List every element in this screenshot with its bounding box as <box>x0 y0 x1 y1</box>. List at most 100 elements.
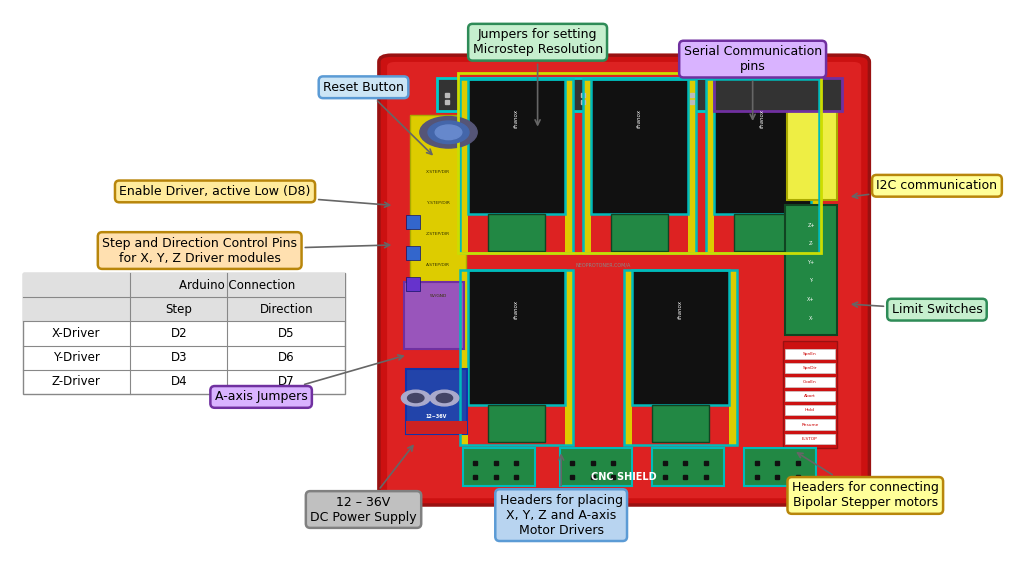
FancyBboxPatch shape <box>468 270 565 405</box>
FancyBboxPatch shape <box>404 282 464 349</box>
Text: D4: D4 <box>170 376 187 388</box>
Text: I2C communication: I2C communication <box>852 179 997 198</box>
FancyBboxPatch shape <box>23 273 345 394</box>
Text: E-STOP: E-STOP <box>802 436 818 441</box>
Text: thanox: thanox <box>760 109 765 128</box>
FancyBboxPatch shape <box>406 277 420 291</box>
Text: CNC SHIELD: CNC SHIELD <box>591 472 657 482</box>
Circle shape <box>430 390 459 406</box>
Circle shape <box>428 121 469 144</box>
FancyBboxPatch shape <box>714 79 811 214</box>
Text: Hold: Hold <box>805 407 815 412</box>
FancyBboxPatch shape <box>785 377 835 387</box>
Text: Direction: Direction <box>259 303 313 316</box>
FancyBboxPatch shape <box>611 214 668 251</box>
Text: X+: X+ <box>807 297 815 302</box>
FancyBboxPatch shape <box>783 341 837 448</box>
Text: SpnDir: SpnDir <box>803 366 817 370</box>
FancyBboxPatch shape <box>785 419 835 430</box>
Text: 12~36V: 12~36V <box>426 414 446 419</box>
Text: 12 – 36V
DC Power Supply: 12 – 36V DC Power Supply <box>310 446 417 524</box>
Circle shape <box>408 394 424 403</box>
FancyBboxPatch shape <box>785 205 837 335</box>
Text: Z.STEP/DIR: Z.STEP/DIR <box>426 231 451 236</box>
FancyBboxPatch shape <box>652 405 709 442</box>
Text: 5V/GND: 5V/GND <box>430 293 446 298</box>
FancyBboxPatch shape <box>785 391 835 401</box>
FancyBboxPatch shape <box>624 270 632 445</box>
Text: Z-: Z- <box>809 242 813 246</box>
FancyBboxPatch shape <box>460 270 468 445</box>
Text: thanox: thanox <box>514 109 519 128</box>
Text: Y-Driver: Y-Driver <box>53 351 99 364</box>
FancyBboxPatch shape <box>565 270 573 445</box>
Text: SpnEn: SpnEn <box>803 351 817 355</box>
Text: A-axis Jumpers: A-axis Jumpers <box>215 355 403 404</box>
Text: D5: D5 <box>278 327 295 340</box>
Text: Abort: Abort <box>804 393 816 397</box>
Circle shape <box>420 117 477 148</box>
Text: D3: D3 <box>170 351 187 364</box>
FancyBboxPatch shape <box>406 369 467 434</box>
Text: Headers for connecting
Bipolar Stepper motors: Headers for connecting Bipolar Stepper m… <box>792 453 939 510</box>
Text: Jumpers for setting
Microstep Resolution: Jumpers for setting Microstep Resolution <box>472 28 603 125</box>
FancyBboxPatch shape <box>706 79 714 253</box>
Text: SpnDir: SpnDir <box>803 365 817 369</box>
FancyBboxPatch shape <box>406 246 420 260</box>
FancyBboxPatch shape <box>785 363 835 373</box>
FancyBboxPatch shape <box>714 78 842 111</box>
FancyBboxPatch shape <box>560 448 632 486</box>
FancyBboxPatch shape <box>565 79 573 253</box>
Text: NEOPROTONER.COM/A: NEOPROTONER.COM/A <box>575 262 632 267</box>
Text: X.STEP/DIR: X.STEP/DIR <box>426 169 451 174</box>
Text: Resume: Resume <box>802 421 818 426</box>
FancyBboxPatch shape <box>406 215 420 229</box>
Text: Z-Driver: Z-Driver <box>52 376 100 388</box>
FancyBboxPatch shape <box>785 349 835 359</box>
Text: Step: Step <box>165 303 193 316</box>
Text: Y.STEP/DIR: Y.STEP/DIR <box>427 200 450 205</box>
FancyBboxPatch shape <box>488 214 545 251</box>
FancyBboxPatch shape <box>410 115 466 329</box>
FancyBboxPatch shape <box>488 405 545 442</box>
Text: thanox: thanox <box>637 109 642 128</box>
FancyBboxPatch shape <box>811 79 819 253</box>
Text: D2: D2 <box>170 327 187 340</box>
Text: thanox: thanox <box>514 300 519 319</box>
FancyBboxPatch shape <box>652 448 724 486</box>
Text: Y+: Y+ <box>808 260 814 265</box>
FancyBboxPatch shape <box>463 448 535 486</box>
FancyBboxPatch shape <box>591 79 688 214</box>
FancyBboxPatch shape <box>406 421 467 434</box>
Text: EN/GND: EN/GND <box>430 138 446 143</box>
Text: Step and Direction Control Pins
for X, Y, Z Driver modules: Step and Direction Control Pins for X, Y… <box>102 236 389 265</box>
Text: X-: X- <box>809 316 813 320</box>
Text: E-STOP: E-STOP <box>802 435 818 440</box>
FancyBboxPatch shape <box>387 62 861 498</box>
Circle shape <box>435 125 462 140</box>
Text: CooEn: CooEn <box>803 379 817 383</box>
Text: Reset Button: Reset Button <box>324 81 432 154</box>
Text: Z+: Z+ <box>807 223 815 227</box>
Text: A.STEP/DIR: A.STEP/DIR <box>426 262 451 267</box>
Text: Limit Switches: Limit Switches <box>853 302 982 316</box>
Circle shape <box>436 394 453 403</box>
Text: X-Driver: X-Driver <box>52 327 100 340</box>
Text: Headers for placing
X, Y, Z and A-axis
Motor Drivers: Headers for placing X, Y, Z and A-axis M… <box>500 455 623 537</box>
FancyBboxPatch shape <box>583 79 591 253</box>
FancyBboxPatch shape <box>437 78 811 111</box>
Text: CooEn: CooEn <box>803 380 817 385</box>
Text: D7: D7 <box>278 376 295 388</box>
Text: Arduino Connection: Arduino Connection <box>179 279 296 292</box>
FancyBboxPatch shape <box>744 448 816 486</box>
FancyBboxPatch shape <box>785 405 835 415</box>
FancyBboxPatch shape <box>785 434 835 444</box>
FancyBboxPatch shape <box>460 79 468 253</box>
FancyBboxPatch shape <box>688 79 696 253</box>
Text: Abort: Abort <box>804 394 816 399</box>
Text: SpnEn: SpnEn <box>803 352 817 356</box>
Text: Serial Communication
pins: Serial Communication pins <box>684 45 821 119</box>
FancyBboxPatch shape <box>379 55 869 505</box>
Text: Resume: Resume <box>802 422 818 427</box>
Text: Enable Driver, active Low (D8): Enable Driver, active Low (D8) <box>120 185 389 207</box>
